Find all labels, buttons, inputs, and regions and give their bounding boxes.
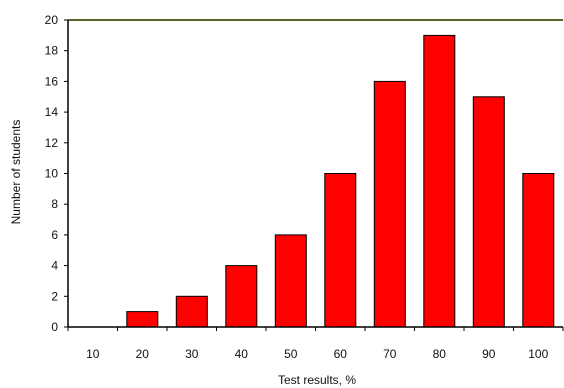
x-tick-label-20: 20 bbox=[136, 347, 150, 361]
bar-100 bbox=[522, 173, 555, 328]
bars bbox=[126, 34, 555, 328]
y-tick-label-4: 4 bbox=[51, 259, 58, 273]
y-tick-label-0: 0 bbox=[51, 320, 58, 334]
y-tick-label-2: 2 bbox=[51, 289, 58, 303]
y-axis-ticks: 0 2 4 6 8 10 12 14 16 18 20 bbox=[45, 13, 68, 334]
y-tick-label-18: 18 bbox=[45, 44, 59, 58]
x-tick-label-10: 10 bbox=[86, 347, 100, 361]
x-tick-label-60: 60 bbox=[334, 347, 348, 361]
bar-60 bbox=[324, 173, 357, 328]
y-tick-label-14: 14 bbox=[45, 105, 59, 119]
bar-90 bbox=[472, 96, 505, 328]
y-tick-label-8: 8 bbox=[51, 197, 58, 211]
bar-40 bbox=[225, 265, 258, 328]
bar-20 bbox=[126, 311, 159, 328]
y-tick-label-20: 20 bbox=[45, 13, 59, 27]
y-tick-label-16: 16 bbox=[45, 74, 59, 88]
y-tick-label-10: 10 bbox=[45, 167, 59, 181]
x-tick-label-70: 70 bbox=[383, 347, 397, 361]
bar-80 bbox=[423, 34, 456, 328]
x-tick-label-100: 100 bbox=[528, 347, 548, 361]
x-axis-ticks: 10 20 30 40 50 60 70 80 90 100 bbox=[67, 327, 564, 361]
y-axis-title: Number of students bbox=[9, 120, 23, 225]
x-tick-label-40: 40 bbox=[235, 347, 249, 361]
y-tick-label-6: 6 bbox=[51, 228, 58, 242]
x-tick-label-50: 50 bbox=[284, 347, 298, 361]
bar-30 bbox=[175, 295, 208, 328]
bar-70 bbox=[373, 80, 406, 328]
bar-50 bbox=[274, 234, 307, 328]
x-tick-label-80: 80 bbox=[433, 347, 447, 361]
x-axis-title: Test results, % bbox=[278, 373, 356, 387]
y-tick-label-12: 12 bbox=[45, 136, 59, 150]
x-tick-label-90: 90 bbox=[482, 347, 496, 361]
x-tick-label-30: 30 bbox=[185, 347, 199, 361]
